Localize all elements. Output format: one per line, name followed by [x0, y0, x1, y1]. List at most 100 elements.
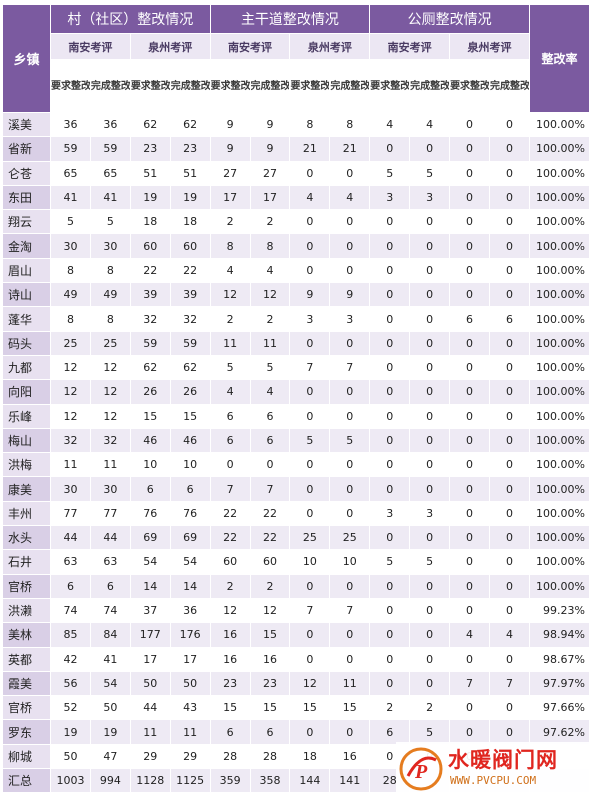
- value-cell: 3: [409, 184, 451, 211]
- table-row: 码头 25 25 59 59 11 11 0 0 0 0 0 0 100.00%: [2, 330, 590, 356]
- value-cell: 11: [329, 670, 371, 697]
- value-cell: 1003: [50, 768, 91, 794]
- value-cell: 16: [209, 622, 251, 648]
- value-cell: 3: [369, 500, 411, 527]
- value-cell: 6: [369, 719, 411, 745]
- value-cell: 50: [50, 743, 91, 770]
- value-cell: 0: [409, 427, 451, 454]
- town-cell: 汇总: [2, 768, 51, 794]
- rate-cell: 100.00%: [529, 573, 590, 599]
- value-cell: 4: [329, 184, 371, 211]
- value-cell: 11: [50, 452, 91, 478]
- value-cell: 0: [488, 476, 531, 502]
- value-cell: 3: [369, 184, 411, 211]
- value-cell: 0: [488, 573, 531, 599]
- value-cell: 0: [369, 330, 411, 356]
- value-cell: 6: [209, 427, 251, 454]
- table-row: 官桥 52 50 44 43 15 15 15 15 2 2 0 0 97.66%: [2, 695, 590, 721]
- value-cell: 8: [289, 111, 331, 138]
- rate-cell: 100.00%: [529, 452, 590, 478]
- value-cell: 0: [488, 111, 531, 138]
- town-cell: 罗东: [2, 719, 51, 745]
- value-cell: 0: [488, 379, 531, 405]
- value-cell: 23: [129, 136, 171, 162]
- header-completed: 完成整改（处）: [329, 59, 371, 113]
- value-cell: 6: [249, 403, 291, 429]
- rate-cell: 97.62%: [529, 719, 590, 745]
- value-cell: 2: [209, 209, 251, 235]
- value-cell: 60: [169, 233, 211, 259]
- town-cell: 英都: [2, 646, 51, 672]
- value-cell: 5: [249, 354, 291, 381]
- value-cell: 0: [449, 719, 490, 745]
- value-cell: 18: [129, 209, 171, 235]
- rate-cell: 100.00%: [529, 403, 590, 429]
- watermark-logo-icon: P: [399, 747, 443, 791]
- town-cell: 乐峰: [2, 403, 51, 429]
- value-cell: 7: [449, 670, 490, 697]
- value-cell: 0: [449, 549, 490, 575]
- rate-cell: 100.00%: [529, 306, 590, 332]
- value-cell: 10: [129, 452, 171, 478]
- value-cell: 0: [409, 670, 451, 697]
- value-cell: 12: [50, 379, 91, 405]
- value-cell: 16: [209, 646, 251, 672]
- table-row: 仑苍 65 65 51 51 27 27 0 0 5 5 0 0 100.00%: [2, 160, 590, 186]
- value-cell: 6: [209, 719, 251, 745]
- value-cell: 0: [369, 257, 411, 284]
- header-subgroup: 南安考评: [50, 33, 131, 60]
- value-cell: 27: [249, 160, 291, 186]
- table-row: 罗东 19 19 11 11 6 6 0 0 6 5 0 0 97.62%: [2, 719, 590, 745]
- value-cell: 0: [409, 257, 451, 284]
- value-cell: 52: [50, 695, 91, 721]
- value-cell: 9: [249, 111, 291, 138]
- value-cell: 1128: [129, 768, 171, 794]
- value-cell: 0: [289, 622, 331, 648]
- value-cell: 51: [129, 160, 171, 186]
- rate-cell: 98.94%: [529, 622, 590, 648]
- town-cell: 向阳: [2, 379, 51, 405]
- value-cell: 10: [169, 452, 211, 478]
- value-cell: 15: [129, 403, 171, 429]
- value-cell: 18: [289, 743, 331, 770]
- value-cell: 65: [89, 160, 131, 186]
- value-cell: 0: [488, 549, 531, 575]
- value-cell: 25: [329, 525, 371, 551]
- value-cell: 39: [129, 282, 171, 308]
- value-cell: 2: [249, 306, 291, 332]
- town-cell: 码头: [2, 330, 51, 356]
- rate-cell: 100.00%: [529, 160, 590, 186]
- value-cell: 17: [129, 646, 171, 672]
- rate-cell: 100.00%: [529, 476, 590, 502]
- value-cell: 0: [488, 500, 531, 527]
- value-cell: 50: [169, 670, 211, 697]
- value-cell: 25: [89, 330, 131, 356]
- value-cell: 0: [449, 597, 490, 624]
- value-cell: 32: [129, 306, 171, 332]
- value-cell: 14: [169, 573, 211, 599]
- value-cell: 6: [89, 573, 131, 599]
- value-cell: 28: [209, 743, 251, 770]
- table-row: 溪美 36 36 62 62 9 9 8 8 4 4 0 0 100.00%: [2, 111, 590, 138]
- value-cell: 359: [209, 768, 251, 794]
- table-row: 丰州 77 77 76 76 22 22 0 0 3 3 0 0 100.00%: [2, 500, 590, 527]
- rate-cell: 100.00%: [529, 184, 590, 211]
- town-cell: 九都: [2, 354, 51, 381]
- value-cell: 0: [488, 452, 531, 478]
- table-row: 官桥 6 6 14 14 2 2 0 0 0 0 0 0 100.00%: [2, 573, 590, 599]
- value-cell: 0: [329, 719, 371, 745]
- value-cell: 26: [129, 379, 171, 405]
- value-cell: 4: [289, 184, 331, 211]
- value-cell: 6: [129, 476, 171, 502]
- value-cell: 6: [249, 719, 291, 745]
- value-cell: 12: [50, 354, 91, 381]
- town-cell: 官桥: [2, 695, 51, 721]
- value-cell: 0: [449, 233, 490, 259]
- value-cell: 36: [169, 597, 211, 624]
- value-cell: 19: [169, 184, 211, 211]
- rate-cell: 100.00%: [529, 111, 590, 138]
- value-cell: 44: [50, 525, 91, 551]
- value-cell: 0: [488, 233, 531, 259]
- value-cell: 54: [169, 549, 211, 575]
- value-cell: 29: [169, 743, 211, 770]
